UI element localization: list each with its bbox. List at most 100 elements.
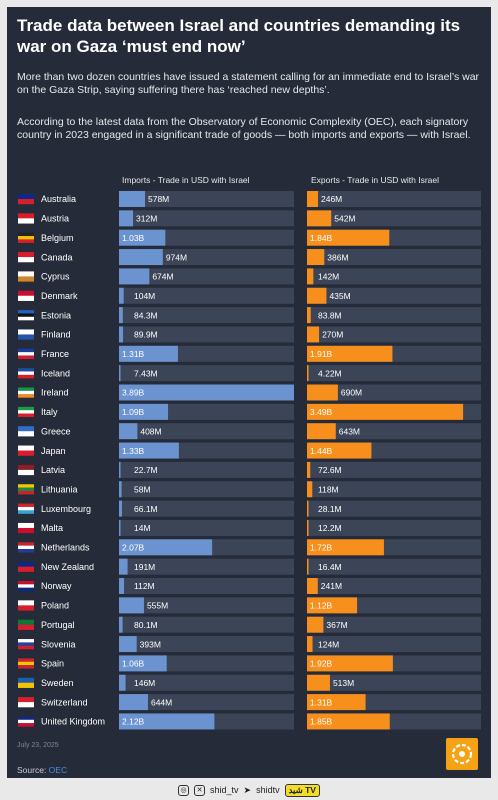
exports-data-label: 643M — [339, 426, 360, 436]
country-label: Portugal — [41, 620, 75, 630]
exports-column-header: Exports - Trade in USD with Israel — [311, 175, 440, 185]
exports-data-label: 241M — [321, 581, 342, 591]
exports-bar — [307, 481, 313, 498]
country-flag-icon — [18, 658, 34, 669]
imports-bar — [119, 345, 178, 362]
country-label: Poland — [41, 601, 69, 611]
flag-stripe — [18, 587, 34, 592]
imports-bar — [119, 442, 179, 459]
country-flag-icon — [18, 271, 34, 282]
flag-stripe — [18, 605, 34, 611]
imports-data-label: 80.1M — [134, 620, 158, 630]
exports-bar — [307, 442, 372, 459]
telegram-icon: ➤ — [243, 784, 252, 795]
country-flag-icon — [18, 194, 34, 205]
country-label: Finland — [41, 330, 71, 340]
imports-bar — [119, 307, 123, 324]
flag-stripe — [18, 271, 34, 277]
flag-stripe — [18, 566, 34, 572]
flag-stripe — [18, 719, 34, 724]
exports-bar — [307, 713, 390, 730]
exports-bar — [307, 345, 393, 362]
exports-bar — [307, 210, 332, 227]
imports-data-label: 191M — [134, 562, 155, 572]
imports-data-label: 1.03B — [122, 233, 145, 243]
country-label: Latvia — [41, 465, 65, 475]
exports-track — [307, 365, 481, 382]
exports-data-label: 1.85B — [310, 717, 333, 727]
country-label: Switzerland — [41, 697, 88, 707]
exports-data-label: 690M — [341, 388, 362, 398]
country-label: Lithuania — [41, 484, 78, 494]
exports-track — [307, 636, 481, 653]
flag-stripe — [18, 445, 34, 451]
flag-stripe — [18, 257, 34, 263]
exports-bar — [307, 326, 320, 343]
exports-data-label: 1.44B — [310, 446, 333, 456]
imports-track — [119, 558, 294, 575]
imports-data-label: 2.12B — [122, 717, 145, 727]
flag-stripe — [18, 510, 34, 514]
flag-stripe — [18, 561, 34, 567]
exports-track — [307, 384, 481, 401]
date-line: July 23, 2025 — [17, 742, 59, 749]
country-flag-icon — [18, 581, 34, 592]
exports-data-label: 1.91B — [310, 349, 333, 359]
exports-data-label: 118M — [318, 484, 339, 494]
imports-bar — [119, 249, 163, 266]
flag-stripe — [18, 426, 34, 432]
country-flag-icon — [18, 213, 34, 224]
instagram-icon: ◎ — [178, 784, 189, 796]
flag-stripe — [18, 276, 34, 282]
country-flag-icon — [18, 561, 34, 572]
country-label: Greece — [41, 426, 71, 436]
imports-bar — [119, 558, 128, 575]
country-label: Norway — [41, 581, 72, 591]
telegram-handle[interactable]: shidtv — [256, 785, 280, 795]
flag-stripe — [18, 682, 34, 688]
flag-stripe — [18, 464, 34, 471]
exports-data-label: 367M — [326, 620, 347, 630]
exports-bar — [307, 616, 324, 633]
imports-bar — [119, 636, 137, 653]
country-flag-icon — [18, 329, 34, 340]
imports-track — [119, 307, 294, 324]
exports-data-label: 142M — [318, 272, 339, 282]
flag-stripe — [18, 413, 34, 418]
flag-stripe — [18, 374, 34, 379]
exports-bar — [307, 694, 366, 711]
flag-stripe — [18, 450, 34, 456]
flag-stripe — [18, 522, 34, 529]
exports-bar — [307, 191, 319, 207]
infographic: Trade data between Israel and countries … — [7, 7, 491, 778]
imports-bar — [119, 597, 144, 614]
exports-track — [307, 461, 481, 478]
imports-data-label: 674M — [152, 272, 173, 282]
exports-track — [307, 287, 481, 304]
flag-stripe — [18, 548, 34, 553]
exports-data-label: 1.84B — [310, 233, 333, 243]
flag-stripe — [18, 581, 34, 585]
source-link[interactable]: OEC — [48, 765, 68, 775]
country-label: Japan — [41, 446, 66, 456]
imports-track — [119, 597, 294, 614]
exports-data-label: 542M — [334, 214, 355, 224]
instagram-handle[interactable]: shid_tv — [210, 785, 239, 795]
exports-data-label: 1.31B — [310, 697, 333, 707]
imports-bar — [119, 616, 123, 633]
imports-data-label: 1.31B — [122, 349, 145, 359]
exports-data-label: 72.6M — [318, 465, 342, 475]
exports-bar — [307, 558, 309, 575]
flag-stripe — [18, 387, 34, 392]
imports-bar — [119, 423, 138, 440]
imports-track — [119, 519, 294, 536]
imports-data-label: 104M — [134, 291, 155, 301]
exports-data-label: 28.1M — [318, 504, 342, 514]
country-label: Denmark — [41, 291, 78, 301]
imports-column-header: Imports - Trade in USD with Israel — [122, 175, 250, 185]
country-flag-icon — [18, 310, 34, 321]
country-label: Cyprus — [41, 272, 70, 282]
exports-data-label: 513M — [333, 678, 354, 688]
exports-bar — [307, 461, 311, 478]
exports-track — [307, 578, 481, 594]
